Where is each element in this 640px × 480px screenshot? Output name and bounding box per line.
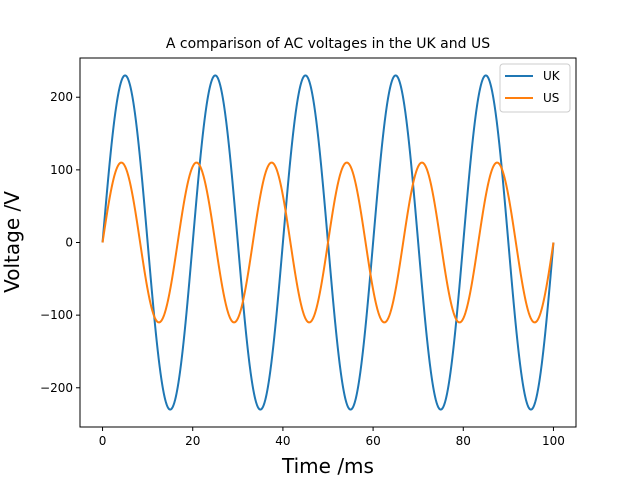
series-line-us xyxy=(101,161,555,324)
y-tick-label: 200 xyxy=(50,90,73,104)
x-axis-ticks: 0 20 40 60 80 100 xyxy=(99,427,565,448)
legend-label-us: US xyxy=(543,91,559,105)
x-tick-label: 20 xyxy=(185,434,200,448)
x-tick-label: 100 xyxy=(542,434,565,448)
x-tick-label: 80 xyxy=(456,434,471,448)
chart-title: A comparison of AC voltages in the UK an… xyxy=(166,36,490,52)
x-tick-label: 0 xyxy=(99,434,107,448)
x-axis-title: Time /ms xyxy=(281,454,374,478)
legend-label-uk: UK xyxy=(543,69,561,83)
y-axis-title: Voltage /V xyxy=(0,191,24,293)
y-tick-label: 100 xyxy=(50,163,73,177)
y-tick-label: −100 xyxy=(40,308,73,322)
x-tick-label: 60 xyxy=(365,434,380,448)
y-tick-label: 0 xyxy=(65,236,73,250)
series-layer xyxy=(101,74,555,411)
y-tick-label: −200 xyxy=(40,381,73,395)
y-axis-ticks: −200 −100 0 100 200 xyxy=(40,90,80,395)
legend: UK US xyxy=(499,63,571,113)
x-tick-label: 40 xyxy=(275,434,290,448)
